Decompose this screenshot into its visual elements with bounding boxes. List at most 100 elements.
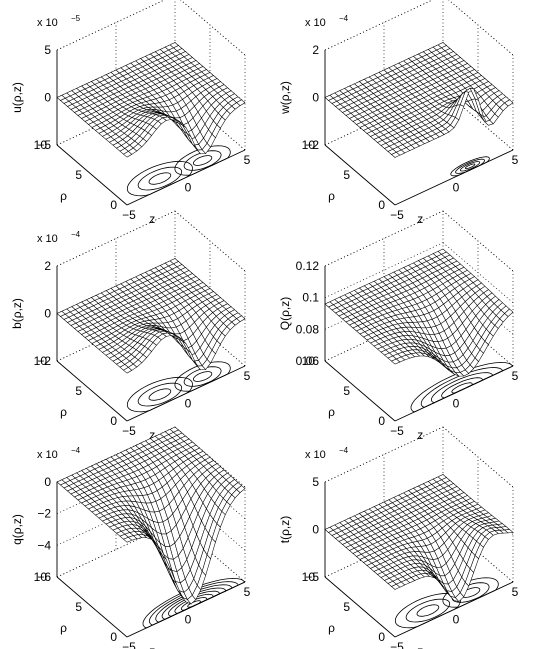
grid-line — [56, 521, 176, 578]
rho-tick-label: 10 — [302, 138, 316, 152]
rho-tick-label: 0 — [110, 630, 117, 644]
x-tick-label: −5 — [122, 424, 136, 438]
grid-line — [56, 0, 166, 51]
contour-line — [126, 160, 193, 197]
x-axis-label: z — [149, 428, 155, 442]
rho-axis-label: ρ — [328, 621, 335, 635]
contour-line — [142, 577, 245, 629]
grid-line — [324, 521, 444, 578]
z-tick-label: 0 — [44, 91, 51, 105]
axis-scale-exponent: −4 — [71, 230, 81, 239]
z-tick-label: 0 — [312, 91, 319, 105]
grid-line — [56, 490, 176, 546]
surface-patch — [236, 99, 246, 106]
x-tick-label: −5 — [390, 640, 404, 649]
surface-mesh — [324, 474, 514, 603]
grid-line — [324, 305, 444, 362]
rho-tick-label: 0 — [110, 198, 117, 212]
panel-4: 0.06 0.08 0.1 0.12 Q(ρ,z) 0 5 10 ρ −5 0 5 z — [278, 210, 519, 442]
contour-line — [451, 582, 490, 603]
x-axis-label: z — [417, 212, 423, 226]
x-axis — [394, 149, 514, 206]
x-tick-label: −5 — [390, 208, 404, 222]
rho-axis-label: ρ — [328, 405, 335, 419]
x-tick-label: 0 — [185, 613, 192, 627]
contour-line — [464, 163, 476, 170]
x-tick-label: 5 — [244, 153, 251, 167]
contour-line — [394, 592, 461, 629]
x-tick-label: −5 — [122, 208, 136, 222]
x-tick-label: 0 — [453, 397, 460, 411]
axis-scale-label: x 10 — [37, 17, 58, 29]
axis-scale-exponent: −4 — [339, 446, 349, 455]
axis-scale-exponent: −4 — [339, 14, 349, 23]
grid-line — [56, 89, 176, 146]
contour-line — [450, 156, 490, 177]
z-axis-label: Q(ρ,z) — [278, 297, 292, 331]
rho-tick-label: 0 — [378, 630, 385, 644]
panel-3: −2 0 2 b(ρ,z) x 10 −4 0 5 10 ρ −5 0 5 z — [10, 210, 251, 442]
rho-axis — [324, 576, 396, 638]
z-tick-label: 0 — [44, 307, 51, 321]
panel-6: −5 0 5 t(ρ,z) x 10 −4 0 5 10 ρ −5 0 5 z — [278, 426, 519, 649]
contour-line — [442, 577, 499, 608]
contour-line — [126, 376, 193, 413]
z-tick-label: −2 — [37, 507, 51, 521]
x-tick-label: 0 — [185, 181, 192, 195]
rho-tick-label: 5 — [343, 600, 350, 614]
x-tick-label: 0 — [453, 181, 460, 195]
grid-line — [56, 210, 176, 267]
z-tick-label: 0.1 — [302, 291, 319, 305]
rho-tick-label: 5 — [75, 168, 82, 182]
axis-scale-label: x 10 — [37, 233, 58, 245]
grid-line — [56, 458, 176, 514]
rho-axis-label: ρ — [60, 405, 67, 419]
z-tick-label: 0 — [44, 475, 51, 489]
rho-tick-label: 10 — [34, 570, 48, 584]
rho-tick-label: 10 — [302, 354, 316, 368]
z-axis-label: w(ρ,z) — [278, 81, 292, 115]
z-tick-label: 2 — [312, 43, 319, 57]
contour-line — [459, 161, 481, 172]
surface-patch — [236, 315, 246, 322]
surface-patch — [503, 529, 514, 534]
z-tick-label: −5 — [37, 138, 51, 152]
axis-scale-label: x 10 — [305, 449, 326, 461]
contour-line — [137, 166, 183, 191]
surface-mesh — [324, 248, 514, 377]
rho-axis — [56, 576, 128, 638]
rho-tick-label: 5 — [75, 384, 82, 398]
surface-mesh — [56, 426, 246, 605]
z-tick-label: 0.06 — [296, 354, 320, 368]
x-tick-label: 5 — [512, 153, 519, 167]
axis-scale-exponent: −5 — [71, 14, 81, 23]
x-axis-label: z — [149, 212, 155, 226]
contour-line — [148, 388, 172, 401]
z-tick-label: −2 — [37, 354, 51, 368]
x-tick-label: 5 — [512, 585, 519, 599]
surface-patch — [236, 485, 246, 493]
grid-line — [324, 426, 444, 483]
rho-axis — [324, 144, 396, 206]
z-tick-label: −2 — [305, 138, 319, 152]
z-axis-label: t(ρ,z) — [278, 516, 292, 544]
rho-tick-label: 10 — [34, 138, 48, 152]
x-tick-label: 0 — [453, 613, 460, 627]
z-tick-label: −6 — [37, 570, 51, 584]
contour-line — [410, 361, 513, 413]
grid-line — [324, 0, 434, 51]
z-tick-label: 0 — [312, 523, 319, 537]
panel-1: −5 0 5 u(ρ,z) x 10 −5 0 5 10 ρ −5 0 5 z — [10, 0, 251, 226]
rho-axis — [56, 360, 128, 422]
rho-tick-label: 5 — [343, 168, 350, 182]
z-tick-label: 5 — [44, 43, 51, 57]
rho-tick-label: 5 — [75, 600, 82, 614]
z-axis-label: b(ρ,z) — [10, 298, 24, 329]
contour-line — [137, 382, 183, 407]
grid-line — [324, 242, 444, 298]
z-axis-label: u(ρ,z) — [10, 82, 24, 113]
x-tick-label: −5 — [390, 424, 404, 438]
z-tick-label: −5 — [305, 570, 319, 584]
rho-tick-label: 0 — [378, 198, 385, 212]
